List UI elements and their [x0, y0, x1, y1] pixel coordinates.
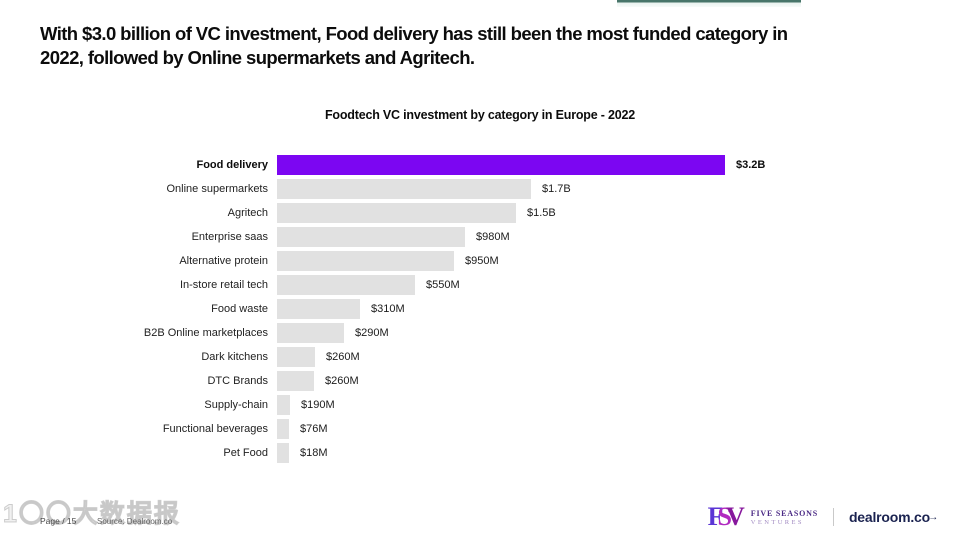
arrow-right-icon: →: [928, 512, 938, 523]
bar-value: $3.2B: [736, 159, 766, 171]
chart-row: Enterprise saas $980M: [40, 225, 940, 249]
bar-label: DTC Brands: [207, 375, 268, 387]
bar-value: $1.5B: [527, 207, 556, 219]
fsv-letter-f: F: [707, 502, 724, 531]
bar-label: Agritech: [227, 207, 268, 219]
top-accent-bar: [617, 0, 801, 7]
slide-headline: With $3.0 billion of VC investment, Food…: [40, 22, 788, 70]
five-seasons-ventures-logo: FSV FIVE SEASONS VENTURES: [708, 504, 818, 530]
bar-value: $260M: [326, 351, 360, 363]
bar-label: Alternative protein: [179, 255, 268, 267]
chart-row: Online supermarkets $1.7B: [40, 177, 940, 201]
chart-row: Food delivery $3.2B: [40, 153, 940, 177]
chart-row: Pet Food $18M: [40, 441, 940, 465]
chart-row: Alternative protein $950M: [40, 249, 940, 273]
chart-row: Functional beverages $76M: [40, 417, 940, 441]
fsv-subname: VENTURES: [750, 518, 804, 526]
chart-title: Foodtech VC investment by category in Eu…: [324, 108, 635, 122]
bar-value: $1.7B: [542, 183, 571, 195]
bar-value: $310M: [371, 303, 405, 315]
headline-line-1: With $3.0 billion of VC investment, Food…: [40, 23, 788, 44]
chart-row: Dark kitchens $260M: [40, 345, 940, 369]
chart-row: Supply-chain $190M: [40, 393, 940, 417]
bar-value: $290M: [355, 327, 389, 339]
fsv-letter-s: S: [717, 502, 733, 531]
headline-line-2: 2022, followed by Online supermarkets an…: [40, 47, 475, 69]
bar-label: Food delivery: [196, 159, 268, 171]
fsv-wordmark: FIVE SEASONS VENTURES: [751, 509, 818, 526]
bar-value: $260M: [325, 375, 359, 387]
bar: [277, 179, 531, 199]
bar: [277, 275, 415, 295]
chart-row: In-store retail tech $550M: [40, 273, 940, 297]
chart-row: DTC Brands $260M: [40, 369, 940, 393]
bar-chart-rows: Food delivery $3.2B Online supermarkets …: [40, 153, 940, 465]
source-label: Source: Dealroom.co: [97, 517, 173, 526]
dealroom-logo: dealroom.co →: [848, 509, 938, 525]
fsv-name: FIVE SEASONS: [750, 508, 818, 518]
bar-value: $980M: [476, 231, 510, 243]
page-number: Page / 15: [40, 516, 77, 526]
bar: [277, 203, 516, 223]
bar-label: Pet Food: [223, 447, 268, 459]
bar-label: Enterprise saas: [191, 231, 268, 243]
bar: [277, 443, 289, 463]
bar-label: In-store retail tech: [179, 279, 268, 291]
bar: [277, 227, 465, 247]
bar: [277, 395, 290, 415]
bar-value: $18M: [300, 447, 328, 459]
bar: [277, 299, 360, 319]
bar-value: $76M: [300, 423, 328, 435]
bar: [277, 155, 725, 175]
bar-label: Supply-chain: [204, 399, 268, 411]
logo-divider: [832, 508, 834, 526]
bar-value: $550M: [426, 279, 460, 291]
chart-row: Food waste $310M: [40, 297, 940, 321]
bar-label: Dark kitchens: [201, 351, 268, 363]
chart-row: B2B Online marketplaces $290M: [40, 321, 940, 345]
bar-label: B2B Online marketplaces: [143, 327, 268, 339]
bar-label: Functional beverages: [162, 423, 268, 435]
bar-value: $190M: [301, 399, 335, 411]
bar: [277, 371, 314, 391]
bar: [277, 323, 344, 343]
bar: [277, 419, 289, 439]
bar: [277, 347, 315, 367]
bar-label: Food waste: [211, 303, 268, 315]
fsv-monogram-icon: FSV: [708, 504, 745, 530]
chart-row: Agritech $1.5B: [40, 201, 940, 225]
dealroom-wordmark: dealroom.co: [848, 509, 930, 525]
bar: [277, 251, 454, 271]
bar-value: $950M: [465, 255, 499, 267]
footer-logos: FSV FIVE SEASONS VENTURES dealroom.co →: [708, 504, 939, 530]
fsv-letter-v: V: [725, 502, 745, 531]
bar-label: Online supermarkets: [166, 183, 269, 195]
bar-chart: Food delivery $3.2B Online supermarkets …: [40, 153, 940, 465]
